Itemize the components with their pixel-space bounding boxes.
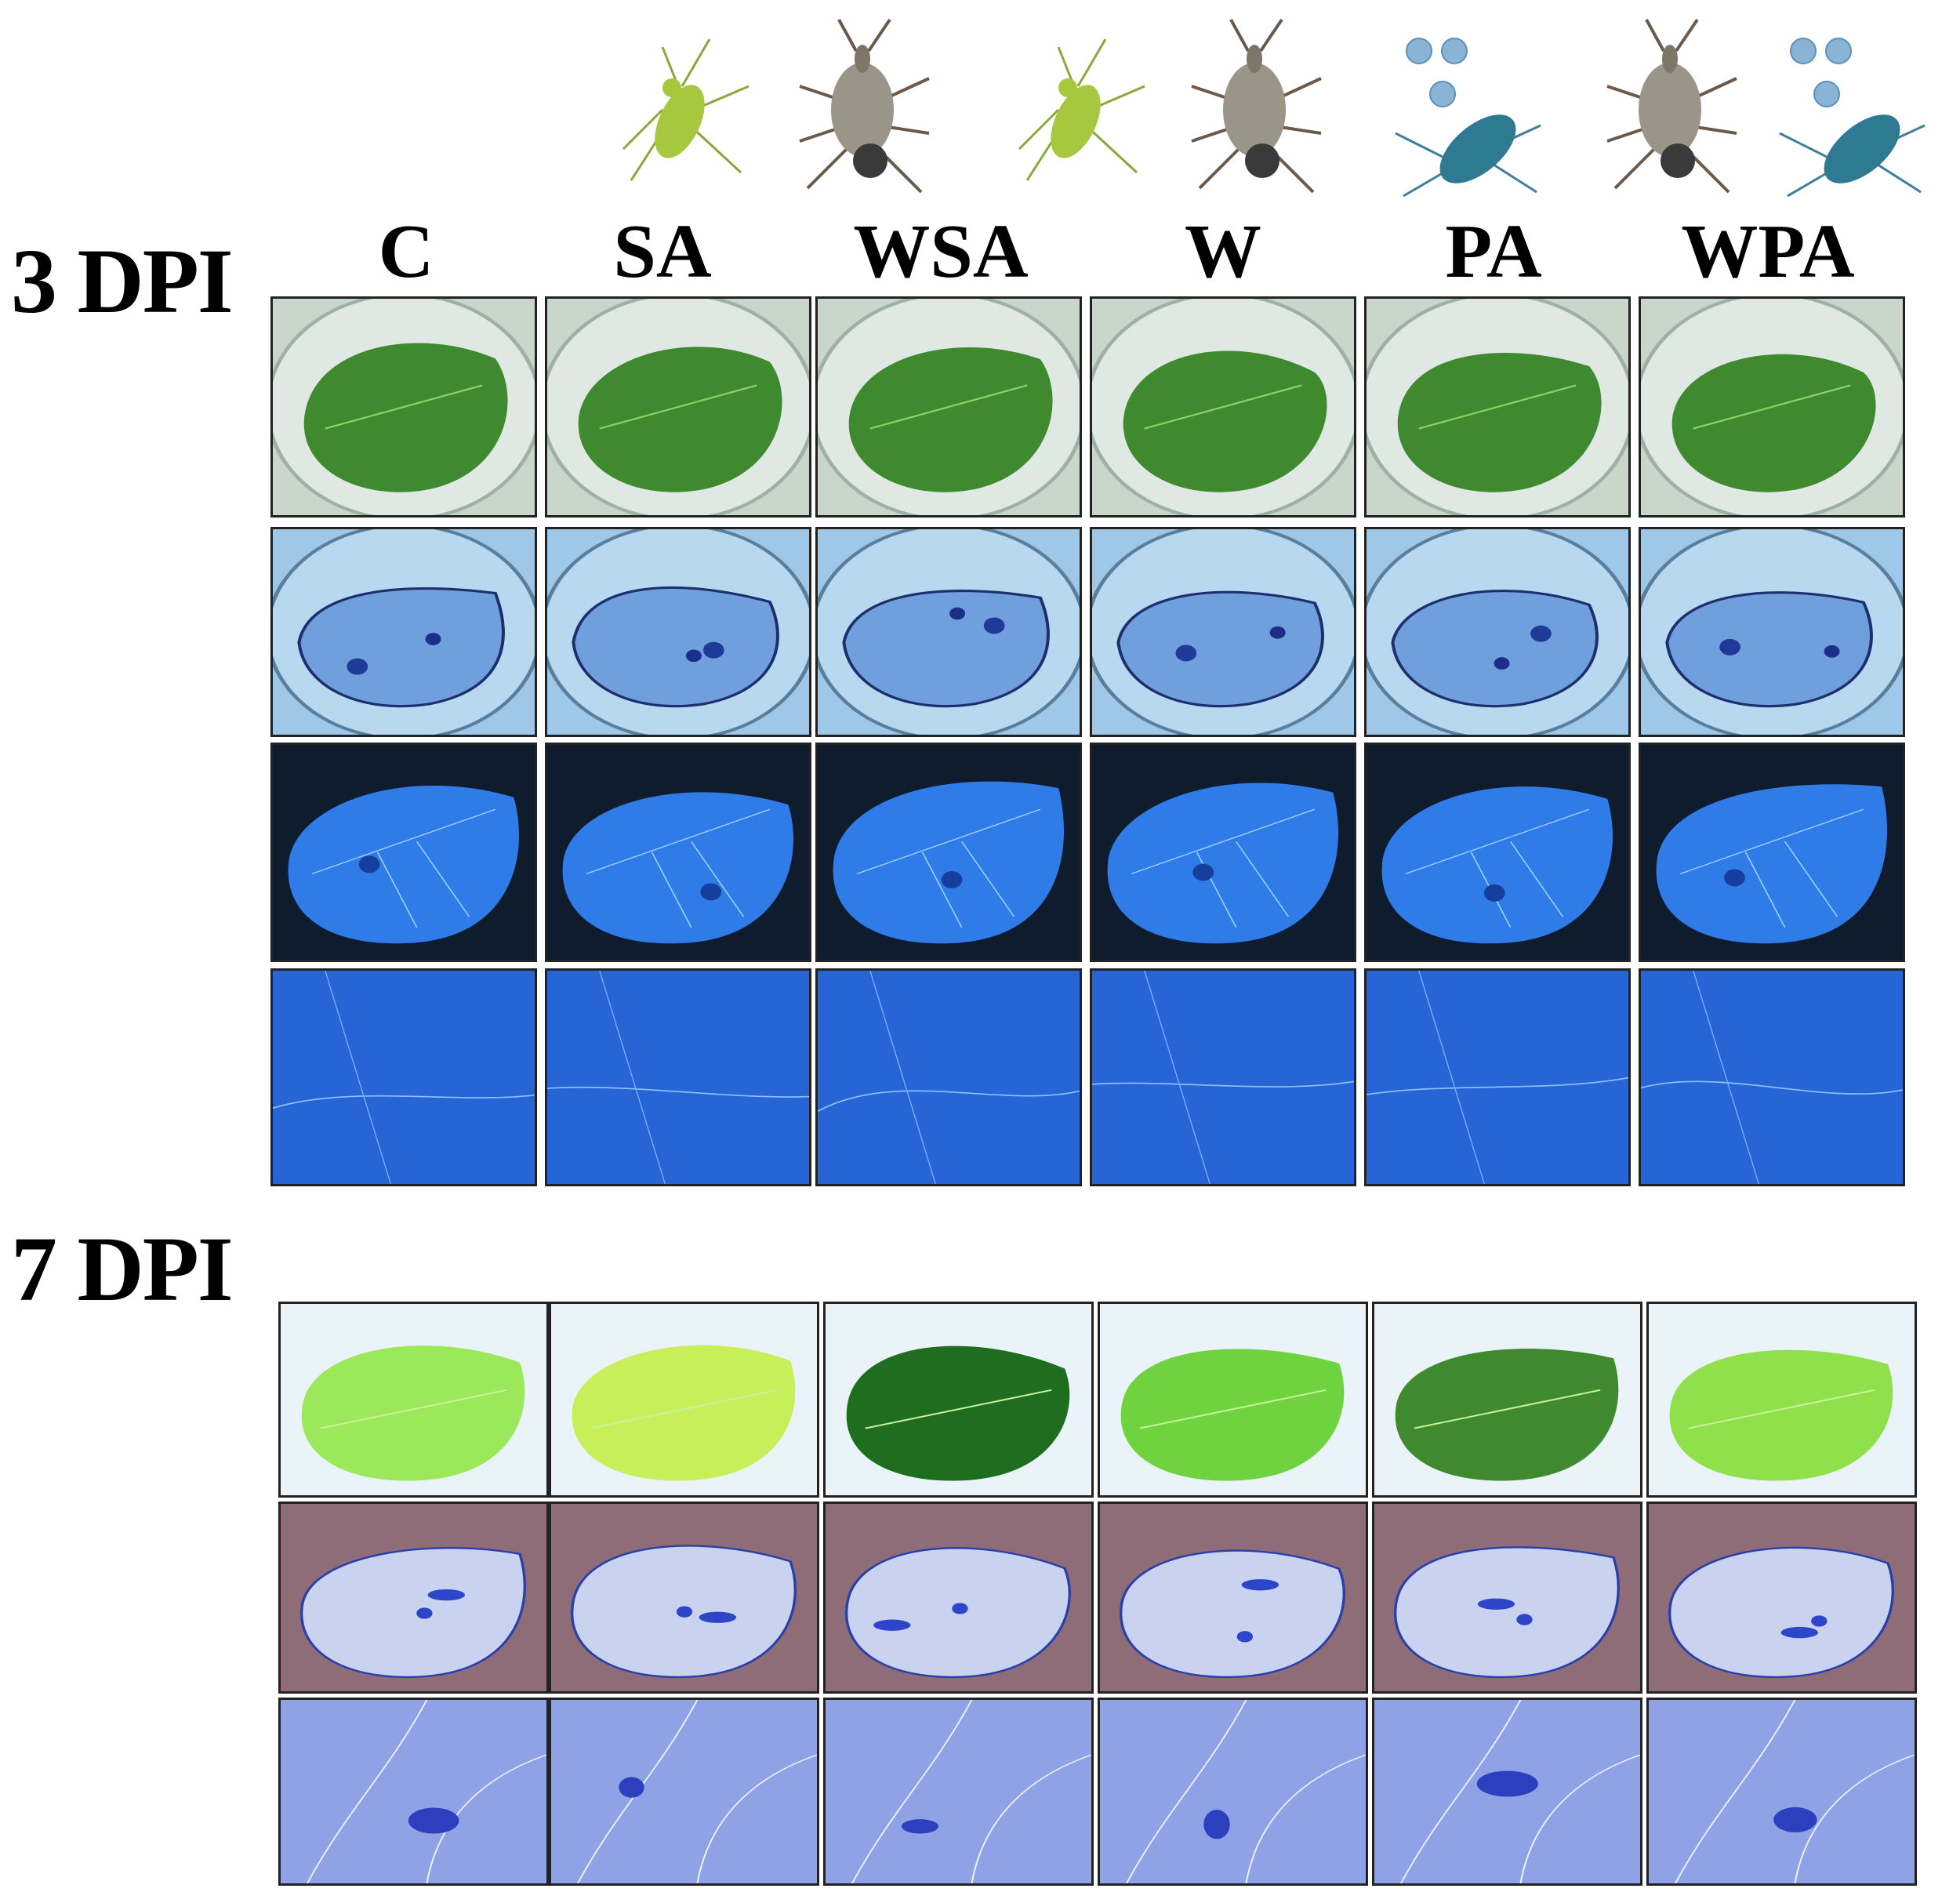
dpi3-leaf-image-c-row-4 <box>270 968 537 1186</box>
dpi3-leaf-image-sa-row-3 <box>545 743 811 962</box>
dpi3-leaf-image-wpa-row-1 <box>1639 296 1905 517</box>
dpi3-leaf-image-wsa-row-3 <box>815 743 1082 962</box>
dpi3-leaf-image-c-row-3 <box>270 743 537 962</box>
dpi7-leaf-image-wsa-row-3 <box>823 1698 1094 1886</box>
column-label-wpa: WPA <box>1681 209 1855 294</box>
dpi3-leaf-image-c-row-2 <box>270 527 537 737</box>
dpi7-leaf-image-wsa-row-2 <box>823 1502 1094 1694</box>
dpi7-leaf-image-wpa-row-3 <box>1646 1698 1917 1886</box>
dpi-3-label: 3 DPI <box>11 230 234 332</box>
weevil-icon <box>1176 16 1333 204</box>
column-label-sa: SA <box>613 209 712 294</box>
dpi3-leaf-image-sa-row-4 <box>545 968 811 1186</box>
dpi3-leaf-image-pa-row-4 <box>1364 968 1631 1186</box>
weevil-icon <box>1592 16 1748 204</box>
dpi7-leaf-image-sa-row-3 <box>549 1698 819 1886</box>
dpi7-leaf-image-wsa-row-1 <box>823 1302 1094 1498</box>
dpi3-leaf-image-w-row-3 <box>1090 743 1356 962</box>
dpi3-leaf-image-pa-row-2 <box>1364 527 1631 737</box>
dpi3-leaf-image-w-row-2 <box>1090 527 1356 737</box>
column-label-c: C <box>378 209 434 294</box>
dpi3-leaf-image-sa-row-1 <box>545 296 811 517</box>
dpi7-leaf-image-sa-row-1 <box>549 1302 819 1498</box>
dpi7-leaf-image-pa-row-3 <box>1372 1698 1642 1886</box>
dpi3-leaf-image-wpa-row-2 <box>1639 527 1905 737</box>
dpi7-leaf-image-c-row-1 <box>278 1302 549 1498</box>
dpi3-leaf-image-pa-row-1 <box>1364 296 1631 517</box>
dpi3-leaf-image-wpa-row-3 <box>1639 743 1905 962</box>
dpi3-leaf-image-w-row-1 <box>1090 296 1356 517</box>
dpi3-leaf-image-sa-row-2 <box>545 527 811 737</box>
dpi3-leaf-image-w-row-4 <box>1090 968 1356 1186</box>
dpi7-leaf-image-pa-row-1 <box>1372 1302 1642 1498</box>
dpi7-leaf-image-wpa-row-1 <box>1646 1302 1917 1498</box>
virus-aphid-icon <box>1772 16 1929 204</box>
dpi3-leaf-image-c-row-1 <box>270 296 537 517</box>
virus-aphid-icon <box>1388 16 1544 204</box>
dpi7-leaf-image-w-row-3 <box>1098 1698 1368 1886</box>
dpi3-leaf-image-wpa-row-4 <box>1639 968 1905 1186</box>
aphid-icon <box>608 16 764 204</box>
dpi3-leaf-image-wsa-row-1 <box>815 296 1082 517</box>
column-label-pa: PA <box>1445 209 1542 294</box>
aphid-icon <box>1004 16 1160 204</box>
dpi7-leaf-image-w-row-2 <box>1098 1502 1368 1694</box>
column-label-w: W <box>1185 209 1261 294</box>
weevil-icon <box>784 16 941 204</box>
dpi7-leaf-image-c-row-2 <box>278 1502 549 1694</box>
dpi7-leaf-image-pa-row-2 <box>1372 1502 1642 1694</box>
dpi7-leaf-image-wpa-row-2 <box>1646 1502 1917 1694</box>
dpi3-leaf-image-wsa-row-4 <box>815 968 1082 1186</box>
dpi3-leaf-image-pa-row-3 <box>1364 743 1631 962</box>
dpi3-leaf-image-wsa-row-2 <box>815 527 1082 737</box>
dpi7-leaf-image-sa-row-2 <box>549 1502 819 1694</box>
column-label-wsa: WSA <box>853 209 1029 294</box>
dpi7-leaf-image-c-row-3 <box>278 1698 549 1886</box>
dpi7-leaf-image-w-row-1 <box>1098 1302 1368 1498</box>
dpi-7-label: 7 DPI <box>11 1218 234 1320</box>
